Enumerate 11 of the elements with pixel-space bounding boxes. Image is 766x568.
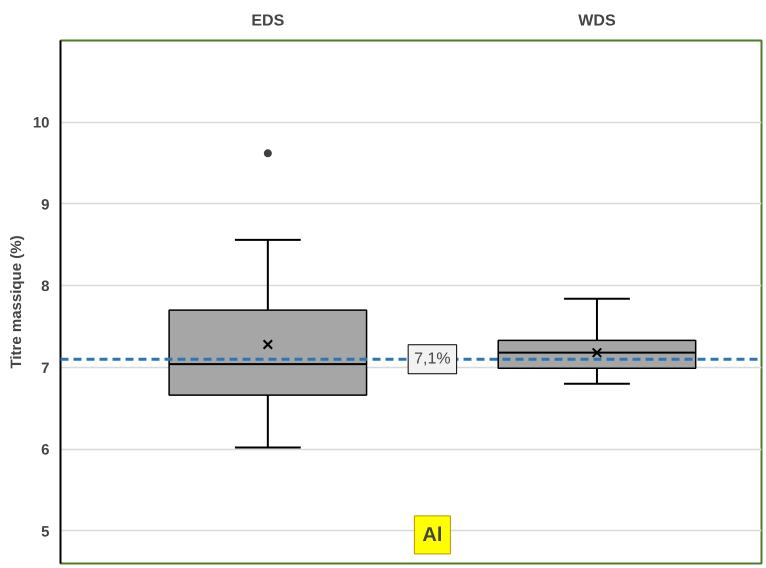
y-tick-label: 7 [41, 360, 50, 377]
ref-line-label: 7,1% [414, 350, 451, 368]
x-tick-label: WDS [578, 12, 616, 30]
annotation: Al [422, 524, 442, 546]
y-tick-label: 10 [32, 114, 50, 132]
y-tick-label: 9 [41, 196, 50, 214]
y-axis-title: Titre massique (%) [8, 235, 25, 369]
y-tick-label: 6 [41, 442, 50, 459]
y-tick-label: 5 [41, 523, 50, 540]
y-tick-label: 8 [41, 278, 50, 296]
x-tick-label: EDS [251, 12, 285, 30]
